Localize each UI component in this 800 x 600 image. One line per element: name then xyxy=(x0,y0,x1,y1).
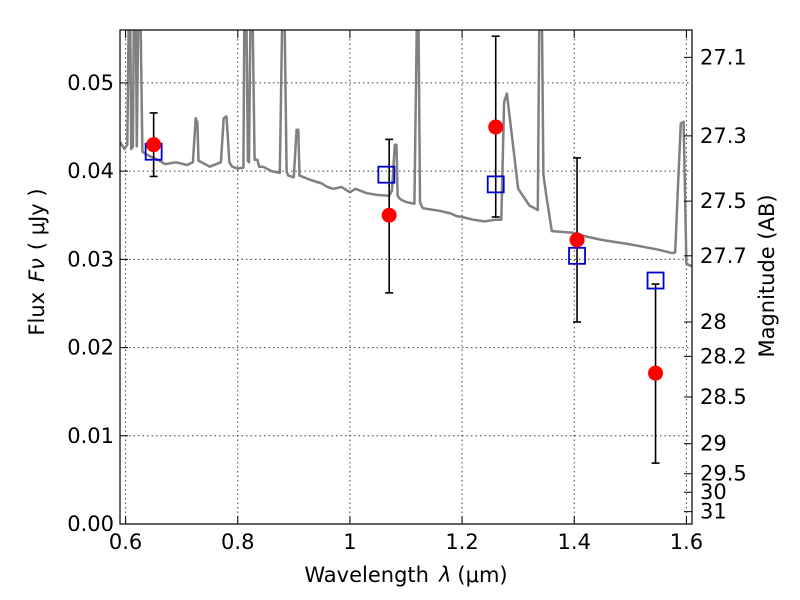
x-tick-label: 1.6 xyxy=(670,530,703,554)
model-square-point xyxy=(646,271,665,290)
x-tick-label: 0.8 xyxy=(221,530,254,554)
model-square-point xyxy=(377,165,396,184)
observed-circle-point xyxy=(488,119,504,135)
y2-tick-label: 29.5 xyxy=(700,462,747,486)
observed-circle-point xyxy=(381,207,397,223)
y-tick-label: 0.00 xyxy=(67,512,114,536)
y2-tick-label: 30 xyxy=(700,480,727,504)
x-axis-title-prefix: Wavelength xyxy=(304,563,429,587)
y2-tick-label: 27.1 xyxy=(700,45,747,69)
y2-tick-label: 27.3 xyxy=(700,124,747,148)
y2-tick-label: 28 xyxy=(700,310,727,334)
data-marks-layer xyxy=(144,35,665,464)
x-axis-title-symbol: λ xyxy=(438,563,451,587)
y2-tick-label: 28.2 xyxy=(700,344,747,368)
y-axis-title-unit: ( μJy ) xyxy=(25,188,49,250)
model-spectrum-layer xyxy=(120,30,692,268)
y-tick-label: 0.05 xyxy=(67,71,114,95)
observed-circle-point xyxy=(146,137,162,153)
y-tick-label: 0.02 xyxy=(67,336,114,360)
y-axis-title: Flux Fν ( μJy ) xyxy=(25,188,49,335)
x-tick-label: 1.2 xyxy=(445,530,478,554)
ticks-layer: 0.6 0.8 1 1.2 1.4 1.6 0.00 0.01 0.02 0.03 0.04 0.05… xyxy=(67,30,747,554)
x-axis-title: Wavelength λ (μm) xyxy=(304,563,507,587)
y2-tick-label: 31 xyxy=(700,500,727,524)
y2-tick-label: 29 xyxy=(700,432,727,456)
model-square-point xyxy=(486,175,505,194)
y2-tick-label: 27.5 xyxy=(700,189,747,213)
x-tick-label: 1 xyxy=(343,530,356,554)
model-spectrum-line xyxy=(120,30,692,268)
y2-tick-label: 28.5 xyxy=(700,385,747,409)
y-tick-label: 0.03 xyxy=(67,247,114,271)
observed-circle-point xyxy=(648,365,664,381)
plot-frame xyxy=(119,29,693,525)
x-axis-title-unit: (μm) xyxy=(457,563,507,587)
y-tick-label: 0.04 xyxy=(67,159,114,183)
y2-axis-title: Magnitude (AB) xyxy=(755,194,779,357)
y-tick-label: 0.01 xyxy=(67,424,114,448)
y-axis-title-prefix: Flux xyxy=(25,292,49,336)
y-axis-title-symbol: Fν xyxy=(25,258,49,282)
x-tick-label: 0.6 xyxy=(109,530,142,554)
observed-circle-point xyxy=(569,232,585,248)
x-tick-label: 1.4 xyxy=(558,530,591,554)
y2-tick-label: 27.7 xyxy=(700,244,747,268)
model-square-point xyxy=(568,246,586,265)
